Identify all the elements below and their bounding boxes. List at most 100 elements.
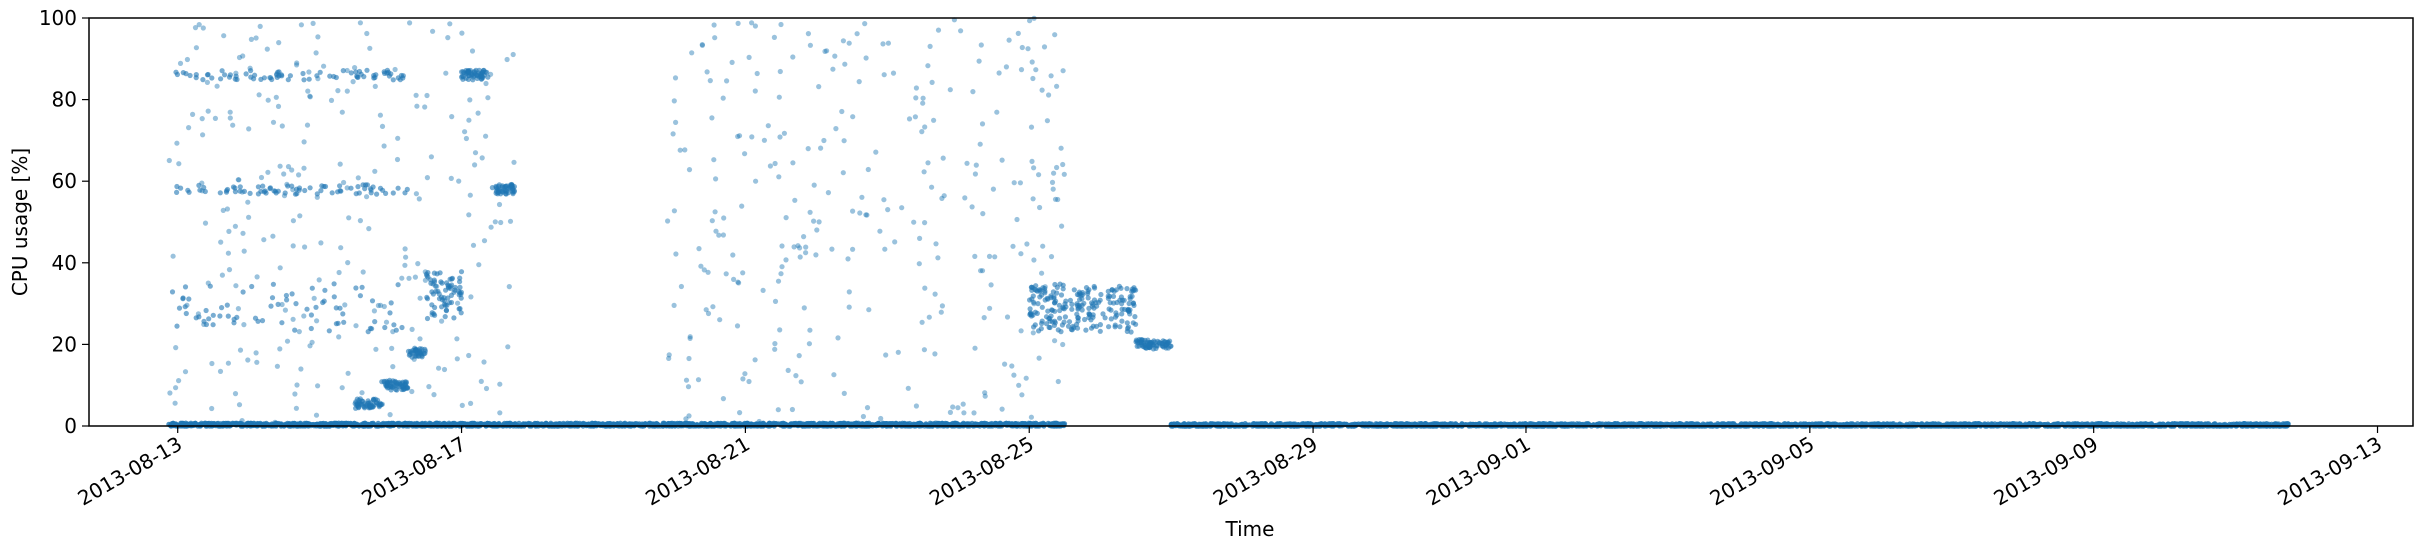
data-point <box>307 185 313 191</box>
data-point <box>230 184 237 190</box>
data-point <box>207 283 213 289</box>
data-point <box>1098 291 1104 298</box>
data-point <box>182 369 189 375</box>
data-point <box>428 280 434 286</box>
data-point <box>495 189 502 195</box>
data-point <box>204 79 210 85</box>
data-point <box>338 245 344 251</box>
data-point <box>304 122 311 128</box>
data-point <box>306 69 312 75</box>
data-point <box>277 346 283 352</box>
data-point <box>922 220 928 226</box>
data-point <box>1055 196 1061 203</box>
data-point <box>196 182 202 188</box>
data-point <box>1048 254 1055 260</box>
data-point <box>176 305 183 311</box>
data-point <box>335 88 341 94</box>
data-point <box>634 421 640 427</box>
data-point <box>790 160 796 166</box>
data-point <box>245 357 251 363</box>
data-point <box>309 285 315 291</box>
data-point <box>463 135 469 142</box>
data-point <box>202 220 209 226</box>
data-point <box>415 261 421 267</box>
data-point <box>863 55 869 61</box>
data-point <box>246 214 252 220</box>
data-point <box>456 178 462 184</box>
data-point <box>1011 372 1017 378</box>
data-point <box>1031 299 1037 305</box>
data-point <box>492 219 498 225</box>
data-point <box>698 263 704 269</box>
data-point <box>1030 293 1036 299</box>
data-point <box>1165 340 1171 346</box>
data-point <box>807 209 813 215</box>
data-point <box>999 157 1005 163</box>
data-point <box>1024 241 1030 247</box>
data-point <box>360 182 366 188</box>
data-point <box>245 199 251 205</box>
data-point <box>671 208 678 214</box>
data-point <box>1126 300 1132 307</box>
data-point <box>1027 297 1033 303</box>
data-point <box>778 21 784 28</box>
data-point <box>1112 314 1119 320</box>
data-point <box>214 83 220 89</box>
data-point <box>926 314 932 320</box>
data-point <box>972 345 978 351</box>
data-point <box>209 405 215 412</box>
data-point <box>850 114 856 120</box>
data-point <box>340 68 346 74</box>
data-point <box>860 413 867 420</box>
data-point <box>185 187 191 193</box>
data-point <box>854 31 860 37</box>
data-point <box>395 185 401 191</box>
data-point <box>221 33 227 39</box>
data-point <box>261 75 267 81</box>
data-point <box>709 115 715 121</box>
data-point <box>863 212 869 218</box>
data-point <box>292 327 298 333</box>
data-point <box>481 359 487 365</box>
data-point <box>283 292 289 299</box>
data-point <box>318 188 324 194</box>
data-point <box>372 168 378 174</box>
data-point <box>1110 293 1117 299</box>
data-point <box>711 422 717 428</box>
data-point <box>379 123 386 129</box>
data-point <box>458 295 464 301</box>
data-point <box>449 114 455 120</box>
data-point <box>746 378 752 385</box>
data-point <box>1055 327 1061 333</box>
data-point <box>1018 67 1025 73</box>
data-point <box>285 77 291 83</box>
data-point <box>296 329 302 335</box>
data-point <box>913 95 919 101</box>
data-point <box>670 131 676 137</box>
data-point <box>776 421 782 427</box>
data-point <box>177 60 184 66</box>
data-point <box>424 92 430 99</box>
data-point <box>1029 158 1035 164</box>
data-point <box>297 213 303 219</box>
data-point <box>992 254 998 260</box>
data-point <box>276 40 282 46</box>
data-point <box>331 294 337 300</box>
data-point <box>289 167 295 173</box>
data-point <box>892 239 898 245</box>
data-point <box>881 72 887 78</box>
data-point <box>1040 243 1046 249</box>
data-point <box>1057 315 1063 321</box>
data-point <box>1028 124 1035 130</box>
data-point <box>275 301 281 307</box>
data-point <box>1146 342 1152 348</box>
data-point <box>1076 292 1082 298</box>
data-point <box>1037 204 1043 211</box>
data-point <box>260 183 266 189</box>
data-point <box>329 190 335 196</box>
data-point <box>1039 304 1045 310</box>
data-point <box>226 228 232 234</box>
data-point <box>1042 297 1048 303</box>
data-point <box>1089 300 1095 306</box>
data-point <box>776 174 782 180</box>
